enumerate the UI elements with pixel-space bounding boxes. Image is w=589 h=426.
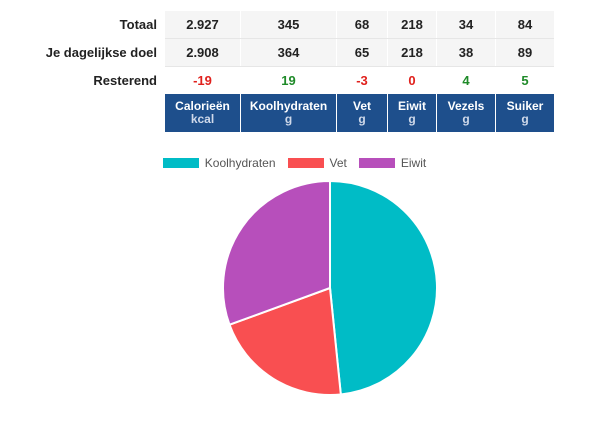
- column-name: Koolhydraten: [249, 99, 328, 113]
- row-label-resterend: Resterend: [93, 72, 157, 88]
- pie-slice-eiwit[interactable]: [222, 180, 331, 327]
- column-name: Vezels: [447, 99, 485, 113]
- column-header-vet: Vet g: [336, 94, 388, 132]
- legend-label: Eiwit: [400, 156, 427, 170]
- column-header-calorieen: Calorieën kcal: [165, 94, 241, 132]
- legend-label: Koolhydraten: [204, 156, 276, 170]
- column-unit: g: [462, 112, 470, 126]
- cell-eiwit-doel: 218: [387, 38, 437, 67]
- legend-swatch: [162, 158, 199, 168]
- legend-item-vet[interactable]: Vet: [287, 155, 347, 171]
- cell-vet-doel: 65: [336, 38, 388, 67]
- cell-koolhydraten-doel: 364: [240, 38, 337, 67]
- column-unit: g: [408, 112, 416, 126]
- cell-vet-resterend: -3: [336, 66, 388, 94]
- legend-swatch: [358, 158, 395, 168]
- cell-suiker-resterend: 5: [495, 66, 554, 94]
- row-totaal: Totaal 2.927 345 68 218 34 84: [0, 11, 554, 39]
- column-header-suiker: Suiker g: [495, 94, 554, 132]
- cell-suiker-doel: 89: [495, 38, 554, 67]
- column-unit: g: [521, 112, 529, 126]
- cell-calorieen-resterend: -19: [165, 66, 241, 94]
- column-header-eiwit: Eiwit g: [387, 94, 437, 132]
- cell-vet-totaal: 68: [336, 11, 388, 39]
- column-header-vezels: Vezels g: [436, 94, 496, 132]
- legend-item-eiwit[interactable]: Eiwit: [358, 155, 427, 171]
- cell-koolhydraten-resterend: 19: [240, 66, 337, 94]
- legend-swatch: [287, 158, 324, 168]
- row-label-totaal: Totaal: [119, 17, 157, 33]
- pie-slice-koolhydraten[interactable]: [329, 180, 438, 396]
- column-unit: g: [358, 112, 366, 126]
- cell-vezels-doel: 38: [436, 38, 496, 67]
- cell-calorieen-doel: 2.908: [165, 38, 241, 67]
- column-unit: kcal: [190, 112, 215, 126]
- column-header-koolhydraten: Koolhydraten g: [240, 94, 337, 132]
- header-spacer: [0, 94, 165, 132]
- cell-vezels-resterend: 4: [436, 66, 496, 94]
- row-label-dagelijkse-doel: Je dagelijkse doel: [45, 45, 157, 60]
- nutrition-summary-table: Totaal 2.927 345 68 218 34 84 Je dagelij…: [0, 11, 554, 132]
- row-dagelijkse-doel: Je dagelijkse doel 2.908 364 65 218 38 8…: [0, 38, 554, 67]
- cell-vezels-totaal: 34: [436, 11, 496, 39]
- row-resterend: Resterend -19 19 -3 0 4 5: [0, 66, 554, 94]
- legend-label: Vet: [329, 156, 347, 170]
- cell-eiwit-resterend: 0: [387, 66, 437, 94]
- legend-item-koolhydraten[interactable]: Koolhydraten: [162, 155, 276, 171]
- column-header-row: Calorieën kcal Koolhydraten g Vet g Eiwi…: [0, 94, 554, 132]
- cell-calorieen-totaal: 2.927: [165, 11, 241, 39]
- cell-eiwit-totaal: 218: [387, 11, 437, 39]
- cell-suiker-totaal: 84: [495, 11, 554, 39]
- macronutrient-pie-chart: [222, 180, 438, 396]
- chart-legend: Koolhydraten Vet Eiwit: [0, 155, 589, 171]
- column-name: Calorieën: [175, 99, 230, 113]
- column-unit: g: [284, 112, 293, 126]
- column-name: Eiwit: [397, 99, 426, 113]
- column-name: Suiker: [506, 99, 544, 113]
- cell-koolhydraten-totaal: 345: [240, 11, 337, 39]
- column-name: Vet: [352, 99, 371, 113]
